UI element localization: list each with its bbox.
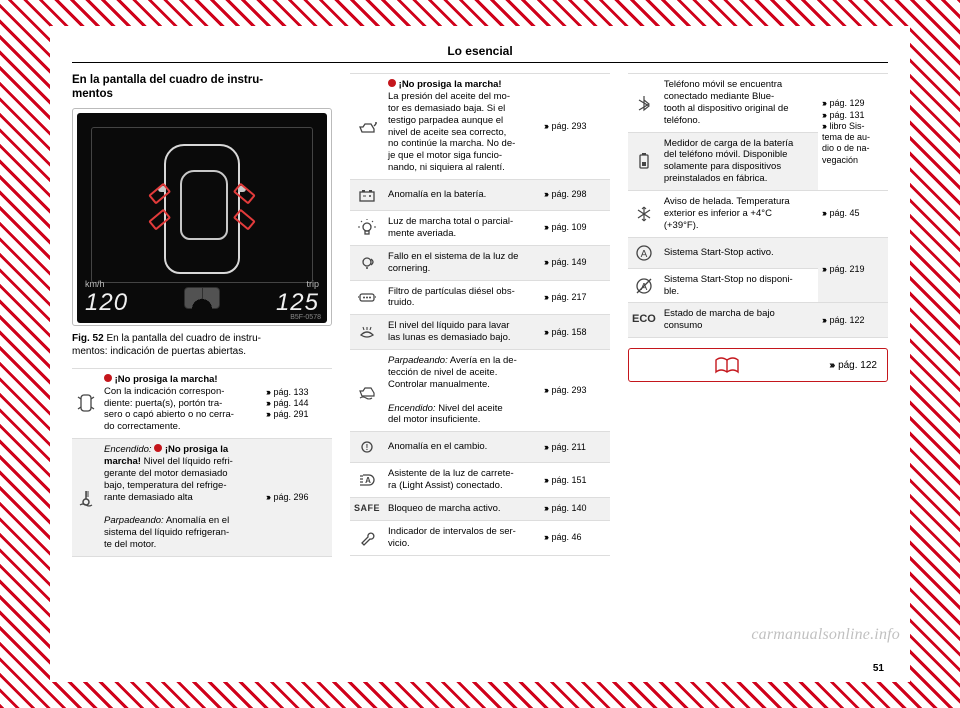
- frost-icon: [628, 191, 660, 238]
- page-ref: ››› pág. 133››› pág. 144››› pág. 291: [262, 368, 332, 438]
- ref-box-page: pág. 122: [838, 360, 877, 371]
- table-row: Luz de marcha total o parcial-mente aver…: [350, 211, 610, 246]
- table-row: El nivel del líquido para lavarlas lunas…: [350, 315, 610, 350]
- bluetooth-icon: [628, 74, 660, 133]
- page-ref: ››› pág. 140: [540, 498, 610, 521]
- warning-text: Anomalía en el cambio.: [384, 432, 540, 463]
- column-2: ¡No prosiga la marcha!La presión del ace…: [350, 73, 610, 557]
- table-row: ECOEstado de marcha de bajoconsumo››› pá…: [628, 303, 888, 338]
- book-icon: [714, 355, 740, 375]
- metric-right-unit: trip: [276, 279, 319, 289]
- page-number: 51: [873, 663, 884, 674]
- page-header: Lo esencial: [72, 44, 888, 63]
- bulb-icon: [350, 211, 384, 246]
- page-ref: ››› pág. 46: [540, 520, 610, 555]
- page-ref: ››› pág. 45: [818, 191, 888, 238]
- warning-text: Encendido: ¡No prosiga lamarcha! Nivel d…: [100, 439, 262, 557]
- table-row: Anomalía en la batería.››› pág. 298: [350, 180, 610, 211]
- column-3: Teléfono móvil se encuentraconectado med…: [628, 73, 888, 557]
- column-1: En la pantalla del cuadro de instru- men…: [72, 73, 332, 557]
- page-ref: ››› pág. 149: [540, 245, 610, 280]
- figure-caption: Fig. 52 En la pantalla del cuadro de ins…: [72, 332, 332, 358]
- warning-text: Asistente de la luz de carrete-ra (Light…: [384, 463, 540, 498]
- warning-text: Aviso de helada. Temperaturaexterior es …: [660, 191, 818, 238]
- table-row: Aviso de helada. Temperaturaexterior es …: [628, 191, 888, 238]
- table-row: Anomalía en el cambio.››› pág. 211: [350, 432, 610, 463]
- metric-right: trip 125: [276, 279, 319, 317]
- table-row: ¡No prosiga la marcha!Con la indicación …: [72, 368, 332, 438]
- page-ref: ››› pág. 129››› pág. 131››› libro Sis-te…: [818, 74, 888, 191]
- washer-icon: [350, 315, 384, 350]
- warning-text: El nivel del líquido para lavarlas lunas…: [384, 315, 540, 350]
- table-row: Indicador de intervalos de ser-vicio.›››…: [350, 520, 610, 555]
- warning-text: Teléfono móvil se encuentraconectado med…: [660, 74, 818, 133]
- page-ref: ››› pág. 293: [540, 350, 610, 432]
- metric-left: km/h 120: [85, 279, 128, 317]
- col1-title: En la pantalla del cuadro de instru- men…: [72, 73, 332, 102]
- warning-text: Parpadeando: Avería en la de-tección de …: [384, 350, 540, 432]
- temp-icon: [72, 439, 100, 557]
- table-row: Fallo en el sistema de la luz decornerin…: [350, 245, 610, 280]
- wrench-icon: [350, 520, 384, 555]
- warning-text: ¡No prosiga la marcha!Con la indicación …: [100, 368, 262, 438]
- table-row: Parpadeando: Avería en la de-tección de …: [350, 350, 610, 432]
- dpf-icon: [350, 280, 384, 315]
- page-ref: ››› pág. 217: [540, 280, 610, 315]
- startstop_a-icon: [628, 237, 660, 268]
- ref-box: ››› pág. 122: [628, 348, 888, 382]
- warning-text: ¡No prosiga la marcha!La presión del ace…: [384, 74, 540, 180]
- warning-text: Bloqueo de marcha activo.: [384, 498, 540, 521]
- page-ref: ››› pág. 158: [540, 315, 610, 350]
- startstop_off-icon: [628, 268, 660, 303]
- col3-table: Teléfono móvil se encuentraconectado med…: [628, 73, 888, 338]
- ref-box-text: ››› pág. 122: [829, 360, 877, 371]
- table-row: ¡No prosiga la marcha!La presión del ace…: [350, 74, 610, 180]
- table-row: Sistema Start-Stop activo.››› pág. 219: [628, 237, 888, 268]
- table-row: Filtro de partículas diésel obs-truido.›…: [350, 280, 610, 315]
- metric-left-value: 120: [85, 289, 128, 317]
- warning-text: Sistema Start-Stop activo.: [660, 237, 818, 268]
- gear-icon: [350, 432, 384, 463]
- page-ref: ››› pág. 296: [262, 439, 332, 557]
- page-ref: ››› pág. 122: [818, 303, 888, 338]
- page-ref: ››› pág. 219: [818, 237, 888, 303]
- tacho-icon: [184, 287, 220, 309]
- metric-left-unit: km/h: [85, 279, 128, 289]
- figure-box: km/h 120 trip 125 B5F-0578: [72, 108, 332, 326]
- page-ref: ››› pág. 298: [540, 180, 610, 211]
- warning-text: Fallo en el sistema de la luz decornerin…: [384, 245, 540, 280]
- lightassist-icon: [350, 463, 384, 498]
- page: Lo esencial En la pantalla del cuadro de…: [50, 26, 910, 682]
- dashboard-figure: km/h 120 trip 125 B5F-0578: [77, 113, 327, 323]
- columns: En la pantalla del cuadro de instru- men…: [72, 73, 888, 557]
- metric-right-value: 125: [276, 289, 319, 317]
- page-ref: ››› pág. 211: [540, 432, 610, 463]
- warning-text: Sistema Start-Stop no disponi-ble.: [660, 268, 818, 303]
- table-row: Encendido: ¡No prosiga lamarcha! Nivel d…: [72, 439, 332, 557]
- warning-text: Filtro de partículas diésel obs-truido.: [384, 280, 540, 315]
- warning-text: Estado de marcha de bajoconsumo: [660, 303, 818, 338]
- page-ref: ››› pág. 293: [540, 74, 610, 180]
- phonebatt-icon: [628, 132, 660, 191]
- battery-icon: [350, 180, 384, 211]
- table-row: SAFEBloqueo de marcha activo.››› pág. 14…: [350, 498, 610, 521]
- warning-text: Indicador de intervalos de ser-vicio.: [384, 520, 540, 555]
- table-row: Asistente de la luz de carrete-ra (Light…: [350, 463, 610, 498]
- corner-icon: [350, 245, 384, 280]
- warning-text: Luz de marcha total o parcial-mente aver…: [384, 211, 540, 246]
- table-row: Teléfono móvil se encuentraconectado med…: [628, 74, 888, 133]
- page-ref: ››› pág. 151: [540, 463, 610, 498]
- col1-table: ¡No prosiga la marcha!Con la indicación …: [72, 368, 332, 557]
- door-icon: [72, 368, 100, 438]
- page-ref: ››› pág. 109: [540, 211, 610, 246]
- oilcan-icon: [350, 74, 384, 180]
- warning-text: Medidor de carga de la bateríadel teléfo…: [660, 132, 818, 191]
- col2-table: ¡No prosiga la marcha!La presión del ace…: [350, 73, 610, 556]
- eco-icon: ECO: [628, 303, 660, 338]
- figure-code: B5F-0578: [290, 314, 321, 321]
- warning-text: Anomalía en la batería.: [384, 180, 540, 211]
- oilwave-icon: [350, 350, 384, 432]
- safe-icon: SAFE: [350, 498, 384, 521]
- figure-number: Fig. 52: [72, 333, 104, 344]
